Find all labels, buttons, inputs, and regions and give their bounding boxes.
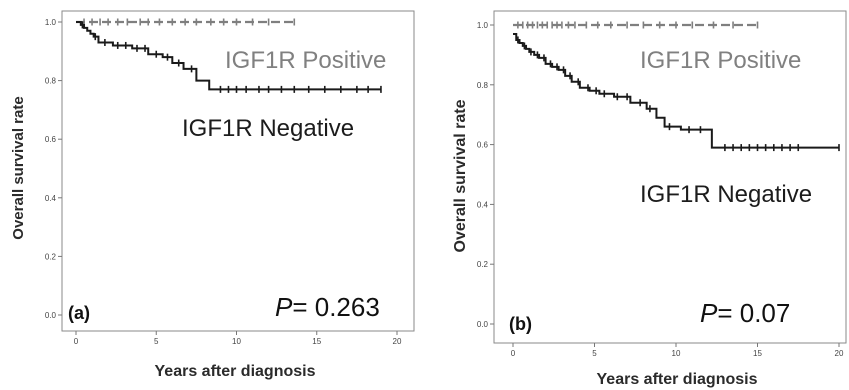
x-tick-label: 15 bbox=[312, 337, 321, 346]
axis-group: 0.0 0.2 0.4 0.6 0.8 1.0 0 5 10 15 20 bbox=[477, 21, 844, 358]
panel-b: 0.0 0.2 0.4 0.6 0.8 1.0 0 5 10 15 20 IGF1R Positiv… bbox=[452, 10, 847, 388]
x-tick-label: 10 bbox=[232, 337, 241, 346]
y-tick-label: 0.6 bbox=[477, 141, 489, 150]
p-value: P= 0.263 bbox=[275, 292, 380, 322]
x-tick-label: 20 bbox=[393, 337, 402, 346]
p-number: = 0.07 bbox=[717, 298, 790, 328]
legend-positive: IGF1R Positive bbox=[640, 47, 801, 74]
y-tick-label: 0.0 bbox=[45, 311, 57, 320]
p-symbol: P bbox=[700, 298, 718, 328]
series-negative-line bbox=[513, 32, 839, 149]
panel-a: 0.0 0.2 0.4 0.6 0.8 1.0 0 5 10 15 20 IGF1R Positiv… bbox=[10, 10, 415, 380]
x-tick-label: 5 bbox=[154, 337, 159, 346]
legend-negative: IGF1R Negative bbox=[182, 115, 354, 142]
x-tick-label: 5 bbox=[592, 349, 597, 358]
y-tick-label: 0.4 bbox=[45, 194, 57, 203]
x-tick-label: 0 bbox=[74, 337, 79, 346]
y-tick-label: 0.2 bbox=[45, 252, 57, 261]
y-axis-title: Overall survival rate bbox=[10, 96, 27, 239]
series-group bbox=[76, 18, 382, 93]
axis-group: 0.0 0.2 0.4 0.6 0.8 1.0 0 5 10 15 20 bbox=[45, 18, 402, 346]
y-tick-label: 0.6 bbox=[45, 135, 57, 144]
series-group bbox=[513, 21, 840, 152]
x-axis-title: Years after diagnosis bbox=[597, 371, 758, 388]
p-value: P= 0.07 bbox=[700, 298, 790, 328]
legend-negative: IGF1R Negative bbox=[640, 181, 812, 208]
plot-frame bbox=[61, 10, 415, 332]
y-tick-label: 0.0 bbox=[477, 320, 489, 329]
x-tick-label: 10 bbox=[672, 349, 681, 358]
y-tick-label: 0.2 bbox=[477, 260, 489, 269]
y-axis-title: Overall survival rate bbox=[452, 99, 469, 252]
y-tick-label: 1.0 bbox=[45, 18, 57, 27]
x-tick-label: 20 bbox=[835, 349, 844, 358]
x-tick-label: 0 bbox=[511, 349, 516, 358]
y-tick-label: 0.4 bbox=[477, 200, 489, 209]
x-tick-label: 15 bbox=[753, 349, 762, 358]
legend-positive: IGF1R Positive bbox=[225, 47, 386, 74]
y-tick-label: 1.0 bbox=[477, 21, 489, 30]
x-axis-title: Years after diagnosis bbox=[155, 363, 316, 380]
y-tick-label: 0.8 bbox=[45, 77, 57, 86]
p-symbol: P bbox=[275, 292, 293, 322]
series-negative-line bbox=[76, 21, 381, 91]
y-tick-label: 0.8 bbox=[477, 81, 489, 90]
panel-label: (b) bbox=[509, 314, 532, 334]
panel-label: (a) bbox=[68, 303, 90, 323]
p-number: = 0.263 bbox=[292, 292, 379, 322]
